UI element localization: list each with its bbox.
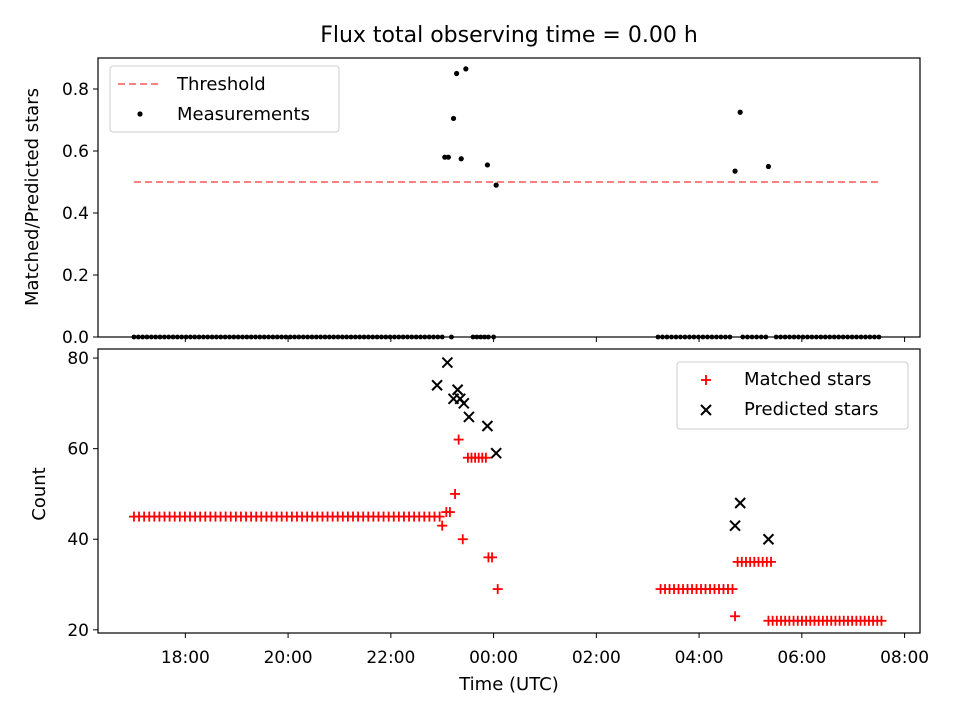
legend-predicted-swatch — [700, 404, 712, 416]
measurement-point — [737, 109, 743, 115]
count-x-tick-label: 00:00 — [469, 648, 518, 668]
ratio-plot-frame — [97, 57, 921, 338]
measurement-point — [453, 70, 460, 77]
count-y-tick-label: 80 — [67, 349, 89, 369]
matched-star-marker — [492, 584, 503, 595]
measurement-point — [445, 154, 451, 160]
count-y-axis: 20 40 60 80 — [67, 349, 98, 641]
measurement-point — [458, 156, 464, 162]
measurement-point — [484, 162, 491, 168]
predicted-star-marker-b — [431, 379, 443, 391]
ratio-legend-box — [109, 65, 340, 133]
matched-star-marker — [453, 434, 464, 445]
matched-star-marker — [437, 520, 448, 531]
ratio-y-tick-label: 0.0 — [62, 328, 89, 348]
measurement-point — [442, 154, 448, 160]
predicted-star-marker-b — [734, 497, 746, 509]
matched-star-marker — [434, 511, 445, 522]
count-legend: Matched stars Predicted stars — [676, 361, 909, 430]
x-axis-label: Time (UTC) — [458, 674, 559, 695]
count-y-axis-label: Count — [29, 467, 50, 520]
predicted-star-marker-b — [729, 519, 741, 532]
predicted-star-marker-b — [458, 397, 470, 410]
ratio-y-axis: 0.0 0.2 0.4 0.6 0.8 — [62, 80, 98, 348]
predicted-star-marker-b — [441, 356, 454, 369]
ratio-x-ticks — [184, 337, 906, 342]
matched-star-marker — [457, 534, 468, 545]
legend-matched-swatch — [701, 375, 711, 385]
legend-predicted-marker — [700, 404, 712, 416]
count-x-tick-label: 04:00 — [675, 648, 724, 668]
count-x-tick-label: 08:00 — [880, 648, 929, 668]
measurement-point — [732, 168, 738, 174]
legend-predicted-marker-b — [700, 404, 712, 416]
predicted-star-marker-b — [481, 420, 494, 432]
predicted-star-marker — [762, 533, 775, 545]
count-panel: 20 40 60 80 18:00 20:00 22:00 00:00 02:00 04:00 0… — [29, 348, 929, 695]
ratio-y-tick-label: 0.8 — [62, 80, 89, 100]
matched-star-marker — [727, 584, 738, 595]
chart-title: Flux total observing time = 0.00 h — [320, 23, 698, 48]
ratio-panel: 0.00.20.40.60.8 Matched/Predicted stars … — [22, 57, 921, 348]
ratio-y-tick-label: 0.2 — [62, 266, 89, 286]
predicted-star-marker — [481, 420, 494, 432]
count-x-tick-label: 02:00 — [572, 648, 621, 668]
legend-threshold-label: Threshold — [176, 74, 266, 95]
ratio-y-tick-label: 0.6 — [62, 142, 89, 162]
count-y-tick-label: 20 — [67, 621, 89, 641]
matched-star-marker — [450, 488, 461, 499]
count-x-tick-label: 22:00 — [366, 648, 415, 668]
matched-star-marker — [444, 507, 455, 518]
count-y-tick-label: 60 — [67, 440, 89, 460]
ratio-y-axis-label: Matched/Predicted stars — [22, 88, 43, 306]
predicted-star-marker-b — [762, 533, 775, 545]
predicted-star-marker — [463, 411, 475, 423]
legend-measurements-label: Measurements — [177, 104, 310, 125]
predicted-star-marker — [458, 397, 470, 410]
measurement-point — [463, 66, 469, 72]
matched-star-marker — [876, 615, 887, 626]
ratio-legend: Threshold Measurements — [109, 65, 340, 133]
predicted-star-marker — [490, 447, 502, 459]
count-x-tick-label: 06:00 — [777, 648, 826, 668]
legend-matched-label: Matched stars — [744, 369, 871, 390]
count-marks — [128, 356, 887, 626]
legend-matched-marker — [701, 375, 711, 385]
predicted-star-marker — [734, 497, 746, 509]
predicted-star-marker — [441, 356, 454, 369]
predicted-star-marker-b — [451, 384, 464, 396]
count-x-tick-label: 20:00 — [264, 648, 313, 668]
matched-star-marker — [766, 556, 777, 567]
predicted-star-marker — [431, 379, 443, 391]
matched-star-marker — [487, 552, 498, 563]
legend-measurements-swatch — [137, 111, 143, 117]
measurement-point — [493, 182, 499, 188]
count-x-axis: 18:00 20:00 22:00 00:00 02:00 04:00 06:00 08:00 — [161, 633, 929, 668]
predicted-star-marker-b — [490, 447, 502, 459]
measurement-point — [450, 115, 457, 122]
matched-star-marker — [730, 611, 741, 622]
ratio-y-tick-label: 0.4 — [62, 204, 89, 224]
count-plot-frame — [97, 348, 921, 634]
matched-star-marker — [480, 452, 491, 463]
count-x-tick-label: 18:00 — [161, 648, 210, 668]
count-y-tick-label: 40 — [67, 530, 89, 550]
predicted-star-marker-b — [463, 411, 475, 423]
legend-predicted-label: Predicted stars — [744, 399, 878, 420]
count-legend-box — [676, 361, 909, 430]
predicted-star-marker — [729, 519, 741, 532]
measurement-point — [765, 163, 772, 170]
predicted-star-marker — [451, 384, 464, 396]
